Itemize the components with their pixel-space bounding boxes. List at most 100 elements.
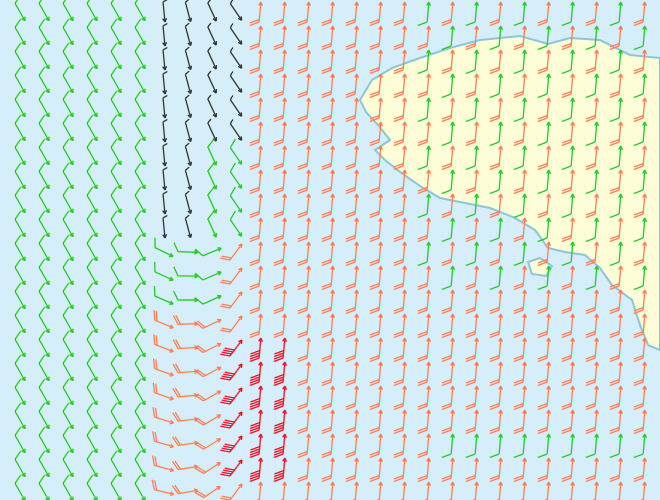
wind-barb <box>561 457 576 483</box>
wind-barb <box>14 210 26 238</box>
wind-barb <box>489 337 504 363</box>
wind-barb <box>297 145 312 171</box>
wind-barb <box>489 457 504 483</box>
wind-barb <box>321 313 336 339</box>
wind-barb <box>152 382 174 401</box>
wind-barb <box>110 18 122 46</box>
wind-barb <box>14 378 26 406</box>
wind-barb <box>154 237 174 258</box>
wind-barb <box>585 73 600 99</box>
wind-barb <box>86 282 98 310</box>
wind-barb <box>465 409 480 435</box>
wind-barb <box>441 25 456 51</box>
wind-barb <box>154 261 174 282</box>
wind-barb <box>465 49 480 75</box>
wind-barb <box>345 121 360 147</box>
wind-barb <box>110 378 122 406</box>
wind-barb <box>273 121 288 147</box>
wind-barb <box>134 42 146 70</box>
wind-barb <box>393 313 408 339</box>
wind-barb <box>162 214 168 239</box>
wind-barb <box>513 217 528 243</box>
wind-barb <box>537 361 552 387</box>
wind-barb <box>249 97 264 123</box>
wind-barb <box>369 217 384 243</box>
wind-barb <box>207 0 218 22</box>
wind-barb <box>273 433 288 459</box>
wind-barb <box>38 282 50 310</box>
wind-barb <box>513 457 528 483</box>
wind-barb <box>110 66 122 94</box>
wind-barb <box>297 49 312 75</box>
wind-barb <box>110 186 122 214</box>
wind-barb <box>134 138 146 166</box>
wind-barb <box>273 145 288 171</box>
wind-barb <box>417 385 432 411</box>
wind-barb <box>321 169 336 195</box>
wind-barb <box>345 1 360 27</box>
wind-barb <box>153 334 174 353</box>
wind-barb <box>110 114 122 142</box>
wind-barb <box>194 318 222 329</box>
wind-barb <box>633 337 648 363</box>
wind-barb <box>297 313 312 339</box>
wind-barb <box>297 457 312 483</box>
wind-barb <box>14 450 26 478</box>
wind-barb <box>609 217 624 243</box>
wind-barb <box>393 457 408 483</box>
wind-barb <box>134 282 146 310</box>
wind-barb <box>537 121 552 147</box>
wind-barb <box>513 193 528 219</box>
wind-barb <box>321 433 336 459</box>
wind-barb <box>229 186 243 213</box>
wind-barb <box>633 265 648 291</box>
wind-barb <box>489 1 504 27</box>
wind-barb <box>609 121 624 147</box>
wind-barb <box>62 378 74 406</box>
wind-barb <box>249 433 264 459</box>
wind-barb <box>633 409 648 435</box>
wind-barb <box>489 265 504 291</box>
wind-barb <box>513 121 528 147</box>
wind-barb <box>110 282 122 310</box>
wind-barb <box>489 73 504 99</box>
wind-barb <box>513 145 528 171</box>
wind-barb <box>369 289 384 315</box>
wind-barb <box>321 121 336 147</box>
wind-barb <box>585 313 600 339</box>
wind-barb <box>369 169 384 195</box>
wind-barb <box>465 265 480 291</box>
wind-barb <box>465 73 480 99</box>
wind-barb <box>393 361 408 387</box>
wind-barb <box>609 457 624 483</box>
wind-barb <box>417 169 432 195</box>
wind-barb <box>441 73 456 99</box>
wind-barb <box>633 145 648 171</box>
wind-barb <box>110 426 122 454</box>
wind-barb <box>417 409 432 435</box>
wind-barb <box>86 66 98 94</box>
wind-barb <box>249 217 264 243</box>
wind-barb <box>86 0 98 22</box>
wind-barb <box>465 361 480 387</box>
wind-barb <box>38 0 50 22</box>
wind-barb <box>489 313 504 339</box>
wind-barb <box>62 426 74 454</box>
wind-barb <box>297 169 312 195</box>
wind-barb <box>561 121 576 147</box>
wind-barb <box>633 1 648 27</box>
wind-barb <box>465 241 480 267</box>
wind-barb <box>537 73 552 99</box>
wind-barb <box>633 313 648 339</box>
wind-barb <box>417 193 432 219</box>
wind-barb <box>184 142 193 167</box>
wind-barb <box>417 457 432 483</box>
wind-barb <box>134 18 146 46</box>
wind-barb <box>609 241 624 267</box>
wind-barb <box>513 73 528 99</box>
wind-barb <box>345 25 360 51</box>
wind-barb <box>297 241 312 267</box>
wind-barb <box>441 169 456 195</box>
wind-barb <box>297 265 312 291</box>
